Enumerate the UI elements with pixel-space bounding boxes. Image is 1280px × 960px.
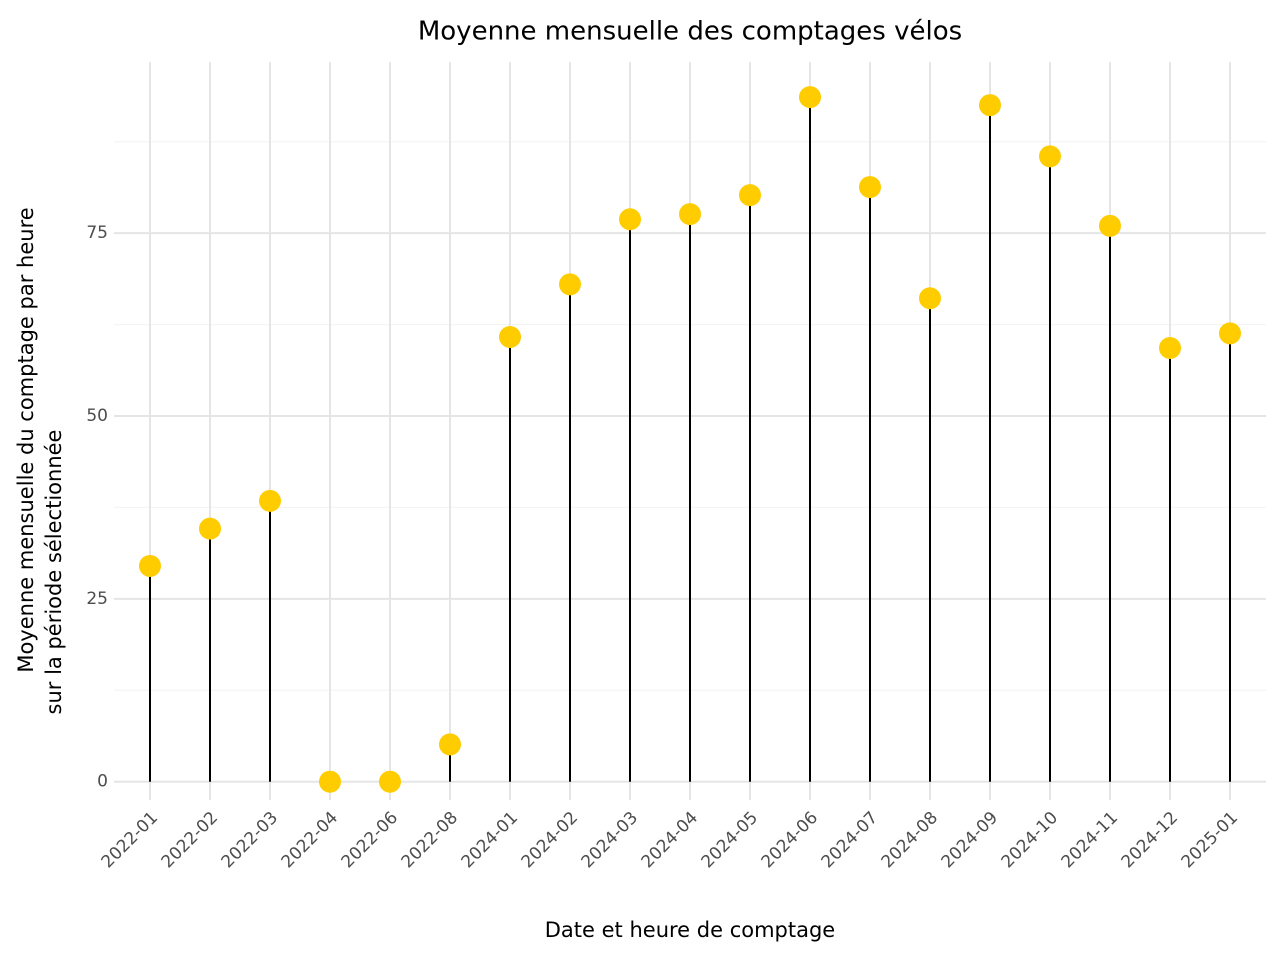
y-axis-label: Moyenne mensuelle du comptage par heure (14, 207, 38, 672)
point (619, 208, 641, 231)
point (1159, 336, 1181, 359)
x-tick-label: 2024-11 (1058, 808, 1122, 872)
point (739, 184, 761, 207)
x-tick-label: 2024-01 (458, 808, 522, 872)
point (1099, 214, 1121, 237)
x-tick-label: 2024-08 (878, 808, 942, 872)
x-tick-label: 2024-09 (938, 808, 1002, 872)
y-tick-label: 50 (86, 406, 108, 426)
x-tick-label: 2022-06 (338, 808, 402, 872)
point (679, 203, 701, 226)
point (559, 273, 581, 296)
x-tick-label: 2024-06 (758, 808, 822, 872)
x-tick-label: 2024-05 (698, 808, 762, 872)
x-tick-label: 2022-04 (278, 808, 342, 872)
x-tick-label: 2022-08 (398, 808, 462, 872)
point (259, 489, 281, 512)
chart-title: Moyenne mensuelle des comptages vélos (418, 17, 962, 47)
point (859, 176, 881, 199)
point (919, 287, 941, 310)
point (319, 770, 341, 793)
point (1039, 145, 1061, 168)
x-axis-label: Date et heure de comptage (545, 918, 835, 942)
point (379, 770, 401, 793)
x-tick-label: 2025-01 (1178, 808, 1242, 872)
point (979, 94, 1001, 117)
y-tick-label: 0 (97, 772, 108, 792)
x-tick-label: 2024-03 (578, 808, 642, 872)
point (139, 554, 161, 577)
point (499, 326, 521, 349)
point (1219, 322, 1241, 345)
point (199, 517, 221, 540)
x-tick-label: 2024-04 (638, 808, 702, 872)
point (439, 733, 461, 756)
y-tick-label: 75 (86, 223, 108, 243)
x-tick-label: 2024-07 (818, 808, 882, 872)
y-tick-label: 25 (86, 589, 108, 609)
point (799, 86, 821, 109)
x-tick-label: 2024-02 (518, 808, 582, 872)
x-tick-label: 2024-10 (998, 808, 1062, 872)
x-tick-label: 2024-12 (1118, 808, 1182, 872)
y-axis-label: sur la période sélectionnée (42, 430, 66, 715)
x-tick-label: 2022-01 (98, 808, 162, 872)
x-tick-label: 2022-03 (218, 808, 282, 872)
x-tick-label: 2022-02 (158, 808, 222, 872)
